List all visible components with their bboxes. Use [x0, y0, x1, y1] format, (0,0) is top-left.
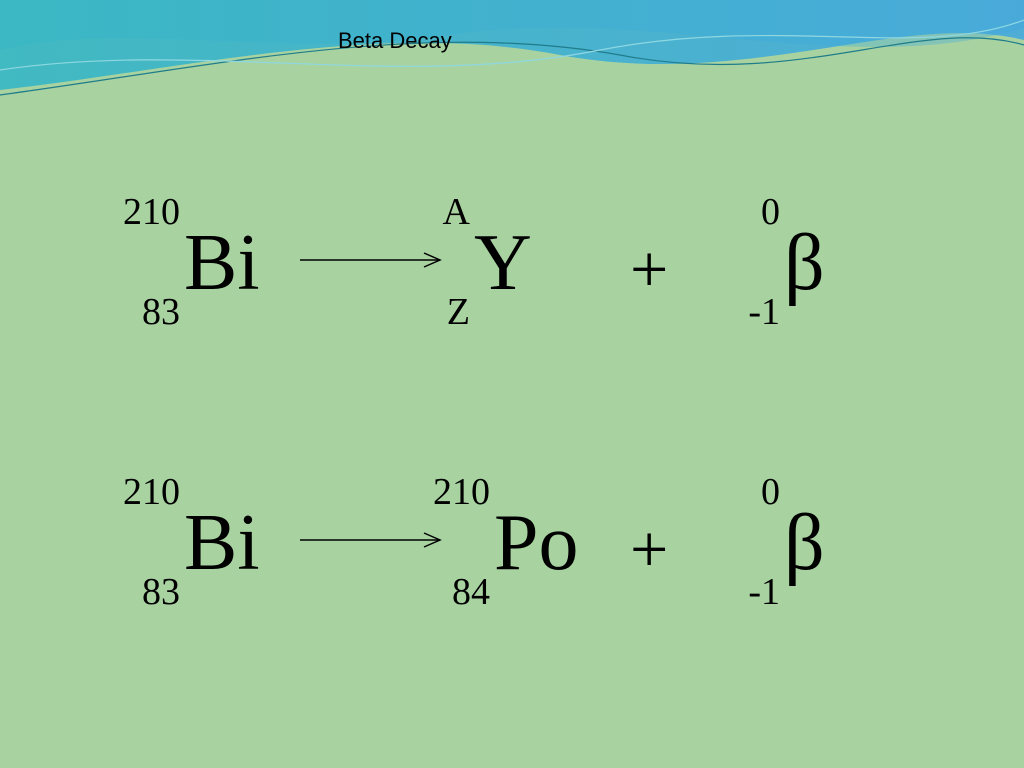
- arrow-icon: [0, 190, 1024, 370]
- equation-row-0: 21083BiAZY+0-1β: [0, 190, 1024, 370]
- equation-row-1: 21083Bi21084Po+0-1β: [0, 470, 1024, 650]
- arrow-icon: [0, 470, 1024, 650]
- slide-title: Beta Decay: [338, 28, 452, 54]
- slide: Beta Decay 21083BiAZY+0-1β 21083Bi21084Po…: [0, 0, 1024, 768]
- header-wave: [0, 0, 1024, 160]
